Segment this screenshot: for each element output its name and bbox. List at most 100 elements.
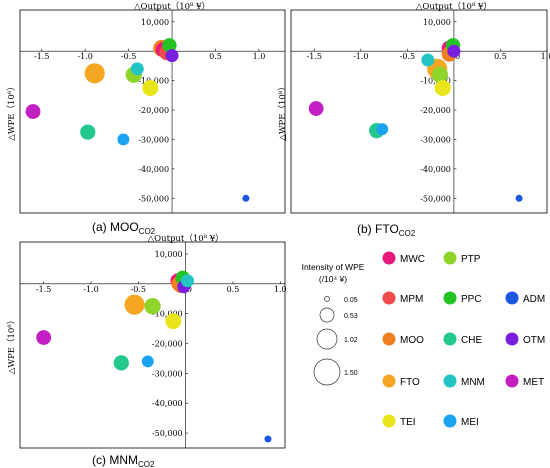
y-tick-label: -50,000 [420, 194, 451, 203]
y-axis-title: △WPE（10⁸） [277, 82, 288, 140]
chart-panel-2: -1.5-1.0-0.50.00.51.010,0000-10,000-20,0… [277, 1, 550, 238]
legend-item-ptp: PTP [443, 251, 481, 265]
legend-label-ppc: PPC [461, 294, 482, 305]
legend-swatch-fto [382, 374, 396, 388]
legend-swatch-adm [505, 291, 519, 305]
y-tick-label: -20,000 [152, 340, 183, 349]
legend-item-tei: TEI [382, 414, 416, 428]
bubble-ptp [431, 66, 449, 83]
bubble-mnm [181, 274, 195, 288]
legend-label-met: MET [523, 377, 544, 388]
size-legend-title: Intensity of WPE [302, 262, 365, 272]
x-tick-label: -0.5 [121, 52, 136, 61]
y-tick-label: 10,000 [423, 18, 451, 27]
bubble-ptp [144, 298, 161, 315]
size-legend-label: 0.53 [344, 313, 358, 320]
size-legend-label: 1.02 [344, 337, 358, 344]
bubble-mei [141, 355, 154, 368]
bubble-fto [124, 294, 145, 315]
x-axis-title: △Output（10⁸ ¥） [134, 1, 210, 12]
y-axis-title: △WPE（10⁸） [6, 82, 17, 140]
bubble-mnm [421, 53, 435, 67]
x-tick-label: -1.0 [353, 52, 368, 61]
legend-label-tei: TEI [400, 417, 416, 428]
legend-swatch-otm [505, 332, 519, 346]
y-tick-label: -20,000 [138, 106, 169, 115]
legend-swatch-che [443, 332, 457, 346]
bubble-mnm [130, 62, 144, 76]
legend-swatch-moo [382, 332, 396, 346]
bubble-ppc [162, 38, 177, 53]
legend-swatch-ptp [443, 251, 457, 265]
y-tick-label: -30,000 [420, 135, 451, 144]
legend-swatch-tei [382, 414, 396, 428]
x-tick-label: -1.5 [307, 52, 322, 61]
legend-label-mwc: MWC [400, 254, 425, 265]
bubble-adm [515, 194, 523, 202]
bubble-che [113, 355, 129, 371]
panel-caption: (c) MNMCO2 [92, 453, 155, 468]
bubble-mei [376, 123, 389, 136]
size-legend-bubble [324, 296, 330, 302]
x-axis-title: △Output（10⁸ ¥） [148, 233, 224, 244]
x-axis-title: △Output（10⁸ ¥） [416, 1, 492, 12]
size-legend-bubble [316, 328, 338, 350]
legend-swatch-ppc [443, 291, 457, 305]
legend-item-fto: FTO [382, 374, 420, 388]
legend-label-adm: ADM [523, 294, 545, 305]
x-tick-label: -0.5 [400, 52, 415, 61]
legend-label-moo: MOO [400, 335, 424, 346]
x-tick-label: -1.5 [36, 285, 51, 294]
sector-legend: MWC PTP MPM PPC ADM MOO CHE OTM FTO MNM MET TEI MEI [382, 251, 545, 428]
bubble-fto [84, 63, 105, 84]
bubble-tei [165, 313, 182, 330]
x-tick-label: -0.5 [131, 285, 146, 294]
bubble-adm [242, 194, 250, 202]
bubble-met [25, 104, 41, 119]
plot-frame [19, 9, 286, 214]
legend-swatch-mei [443, 414, 457, 428]
y-tick-label: -40,000 [152, 399, 183, 408]
bubble-tei [434, 79, 451, 96]
size-legend-label: 0.05 [344, 297, 358, 304]
legend-swatch-mpm [382, 291, 396, 305]
panel-caption: (a) MOOCO2 [92, 220, 156, 236]
bubble-mei [117, 133, 130, 146]
legend-label-mnm: MNM [461, 377, 485, 388]
y-tick-label: -30,000 [152, 369, 183, 378]
legend-label-mpm: MPM [400, 294, 423, 305]
x-tick-label: 0.5 [209, 52, 222, 61]
size-legend: Intensity of WPE (/10⁴ ¥) 0.05 0.53 1.02 1.50 [302, 262, 365, 386]
legend-label-ptp: PTP [461, 254, 481, 265]
bubble-che [80, 124, 96, 140]
y-tick-label: 10,000 [141, 18, 169, 27]
bubble-tei [142, 79, 159, 96]
size-legend-bubble [313, 358, 341, 386]
legend-label-che: CHE [461, 335, 482, 346]
x-tick-label: -1.0 [83, 285, 98, 294]
legend-item-mwc: MWC [382, 251, 425, 265]
x-tick-label: 1.0 [253, 52, 266, 61]
y-tick-label: -40,000 [138, 165, 169, 174]
legend-item-adm: ADM [505, 291, 545, 305]
legend-swatch-mnm [443, 374, 457, 388]
chart-panel-3: -1.5-1.0-0.50.00.51.010,0000-10,000-20,0… [6, 233, 287, 468]
y-tick-label: -30,000 [138, 135, 169, 144]
legend-label-mei: MEI [461, 417, 479, 428]
bubble-met [308, 101, 324, 116]
legend-item-met: MET [505, 374, 544, 388]
x-tick-label: -1.5 [34, 52, 49, 61]
x-tick-label: 1.0 [274, 285, 287, 294]
x-tick-label: 1.0 [541, 52, 550, 61]
legend-swatch-mwc [382, 251, 396, 265]
legend-item-mpm: MPM [382, 291, 423, 305]
x-tick-label: 0.5 [227, 285, 240, 294]
legend-label-otm: OTM [523, 335, 545, 346]
y-tick-label: -40,000 [420, 165, 451, 174]
legend-label-fto: FTO [400, 377, 420, 388]
legend-item-che: CHE [443, 332, 482, 346]
bubble-otm [447, 44, 461, 58]
bubble-met [36, 330, 52, 345]
chart-panel-1: -1.5-1.0-0.50.00.51.010,0000-10,000-20,0… [6, 1, 286, 236]
